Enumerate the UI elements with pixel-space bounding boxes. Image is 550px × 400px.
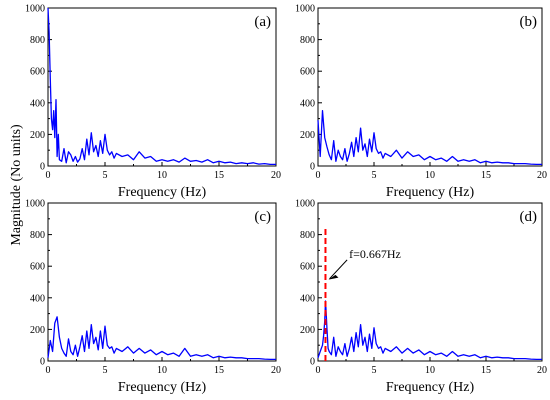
x-tick-label: 15: [214, 170, 224, 181]
annotation-arrow: [329, 259, 348, 280]
y-axis-title: Magnitude (No units): [9, 124, 24, 246]
x-tick-label: 10: [425, 170, 435, 181]
x-tick-label: 20: [271, 365, 281, 376]
panel-label: (d): [520, 209, 538, 225]
x-tick-label: 0: [316, 170, 321, 181]
frequency-annotation: f=0.667Hz: [349, 247, 401, 261]
y-tick-label: 200: [300, 325, 315, 336]
x-tick-label: 15: [481, 365, 491, 376]
y-tick-label: 200: [30, 325, 45, 336]
series-line: [47, 7, 276, 166]
x-tick-label: 5: [372, 170, 377, 181]
x-tick-label: 0: [316, 365, 321, 376]
panel-label: (c): [254, 209, 271, 225]
y-tick-label: 400: [300, 98, 315, 109]
arrowhead-icon: [328, 274, 339, 280]
y-tick-label: 400: [30, 293, 45, 304]
y-tick-label: 1000: [295, 4, 315, 15]
y-tick-label: 800: [30, 230, 45, 241]
y-tick-label: 1000: [25, 4, 45, 15]
y-tick-label: 0: [310, 162, 315, 173]
x-tick-label: 20: [537, 365, 547, 376]
panel-label: (b): [520, 14, 538, 30]
y-tick-label: 400: [300, 293, 315, 304]
x-tick-label: 0: [46, 365, 51, 376]
x-tick-label: 15: [214, 365, 224, 376]
y-tick-label: 800: [300, 230, 315, 241]
y-tick-label: 0: [40, 162, 45, 173]
y-tick-label: 0: [310, 357, 315, 368]
series-line: [317, 110, 542, 166]
x-tick-label: 5: [103, 170, 108, 181]
y-tick-label: 1000: [25, 199, 45, 210]
x-tick-label: 5: [372, 365, 377, 376]
x-tick-label: 10: [157, 365, 167, 376]
y-tick-label: 800: [300, 35, 315, 46]
plot-frame: [47, 7, 277, 167]
x-tick-label: 10: [425, 365, 435, 376]
x-tick-label: 15: [481, 170, 491, 181]
x-tick-label: 20: [271, 170, 281, 181]
y-tick-label: 600: [30, 67, 45, 78]
x-axis-title: Frequency (Hz): [386, 380, 475, 395]
y-tick-label: 1000: [295, 199, 315, 210]
x-axis-title: Frequency (Hz): [118, 185, 207, 200]
series-line: [317, 300, 542, 361]
series-line: [47, 316, 276, 361]
panel-d: 0 5 10 15 2002004006008001000f=0.667Hz(d)Fre…: [295, 199, 547, 396]
y-tick-label: 400: [30, 98, 45, 109]
x-tick-label: 20: [537, 170, 547, 181]
y-tick-label: 800: [30, 35, 45, 46]
y-tick-label: 600: [30, 262, 45, 273]
x-tick-label: 10: [157, 170, 167, 181]
x-axis-title: Frequency (Hz): [386, 185, 475, 200]
y-tick-label: 200: [300, 130, 315, 141]
panel-label: (a): [254, 14, 271, 30]
y-tick-label: 600: [300, 262, 315, 273]
x-axis-title: Frequency (Hz): [118, 380, 207, 395]
x-tick-label: 5: [103, 365, 108, 376]
y-tick-label: 0: [40, 357, 45, 368]
x-tick-label: 0: [46, 170, 51, 181]
y-tick-label: 200: [30, 130, 45, 141]
y-tick-label: 600: [300, 67, 315, 78]
